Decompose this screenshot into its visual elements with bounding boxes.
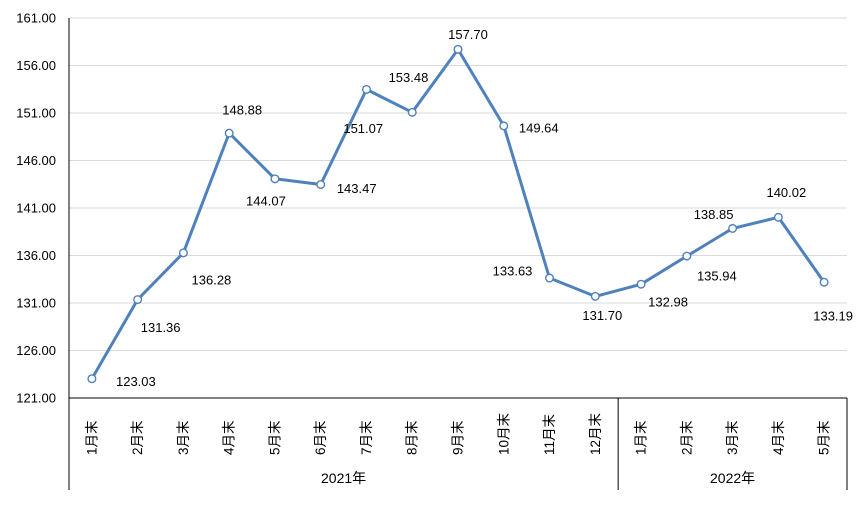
x-axis-category-label: 4月末 [222,420,237,455]
data-point-marker[interactable] [316,180,326,190]
data-point-marker[interactable] [270,174,280,184]
data-label: 144.07 [246,193,286,208]
data-label: 133.19 [813,309,853,324]
data-label: 138.85 [694,207,734,222]
y-axis-tick-label: 156.00 [16,58,56,73]
data-label: 123.03 [116,374,156,389]
data-label: 140.02 [766,185,806,200]
x-axis-category-label: 3月末 [725,420,740,455]
data-label: 135.94 [697,269,737,284]
y-axis-tick-label: 121.00 [16,391,56,406]
x-axis-category-label: 2月末 [679,420,694,455]
x-axis-category-label: 1月末 [84,420,99,455]
data-point-marker[interactable] [545,273,555,283]
data-point-marker[interactable] [682,251,692,261]
x-axis-category-label: 10月末 [496,412,511,455]
y-axis-tick-label: 136.00 [16,248,56,263]
data-label: 136.28 [192,272,232,287]
y-axis-tick-label: 161.00 [16,11,56,26]
data-label: 132.98 [648,295,688,310]
data-label: 148.88 [222,103,262,118]
x-axis-category-label: 6月末 [313,420,328,455]
data-point-marker[interactable] [178,248,188,258]
data-label: 131.36 [141,320,181,335]
x-axis-category-label: 5月末 [817,420,832,455]
x-axis-category-label: 12月末 [588,412,603,455]
y-axis-tick-label: 131.00 [16,296,56,311]
data-point-marker[interactable] [773,212,783,222]
y-axis-tick-label: 141.00 [16,201,56,216]
x-axis-year-label: 2021年 [321,470,366,486]
x-axis-category-label: 1月末 [634,420,649,455]
data-point-marker[interactable] [133,295,143,305]
x-axis-year-label: 2022年 [710,470,755,486]
data-point-marker[interactable] [224,128,234,138]
data-label: 143.47 [337,181,377,196]
x-axis-category-label: 8月末 [405,420,420,455]
data-label: 157.70 [448,27,488,42]
x-axis-category-label: 3月末 [176,420,191,455]
data-label: 149.64 [519,120,559,135]
x-axis-category-label: 11月末 [542,413,557,455]
data-point-marker[interactable] [728,223,738,233]
x-axis-category-label: 4月末 [771,420,786,455]
x-axis-category-label: 7月末 [359,420,374,455]
y-axis-tick-label: 146.00 [16,153,56,168]
data-label: 133.63 [493,264,533,279]
x-axis-category-label: 9月末 [451,420,466,455]
data-label: 131.70 [582,308,622,323]
x-axis-category-label: 2月末 [130,420,145,455]
data-point-marker[interactable] [499,121,509,131]
data-point-marker[interactable] [819,277,829,287]
data-point-marker[interactable] [590,291,600,301]
data-point-marker[interactable] [407,107,417,117]
data-label: 153.48 [389,70,429,85]
x-axis-category-label: 5月末 [267,420,282,455]
y-axis-tick-label: 126.00 [16,343,56,358]
data-point-marker[interactable] [87,374,97,384]
data-point-marker[interactable] [636,279,646,289]
data-point-marker[interactable] [453,44,463,54]
y-axis-tick-label: 151.00 [16,106,56,121]
data-point-marker[interactable] [361,84,371,94]
data-label: 151.07 [343,121,383,136]
